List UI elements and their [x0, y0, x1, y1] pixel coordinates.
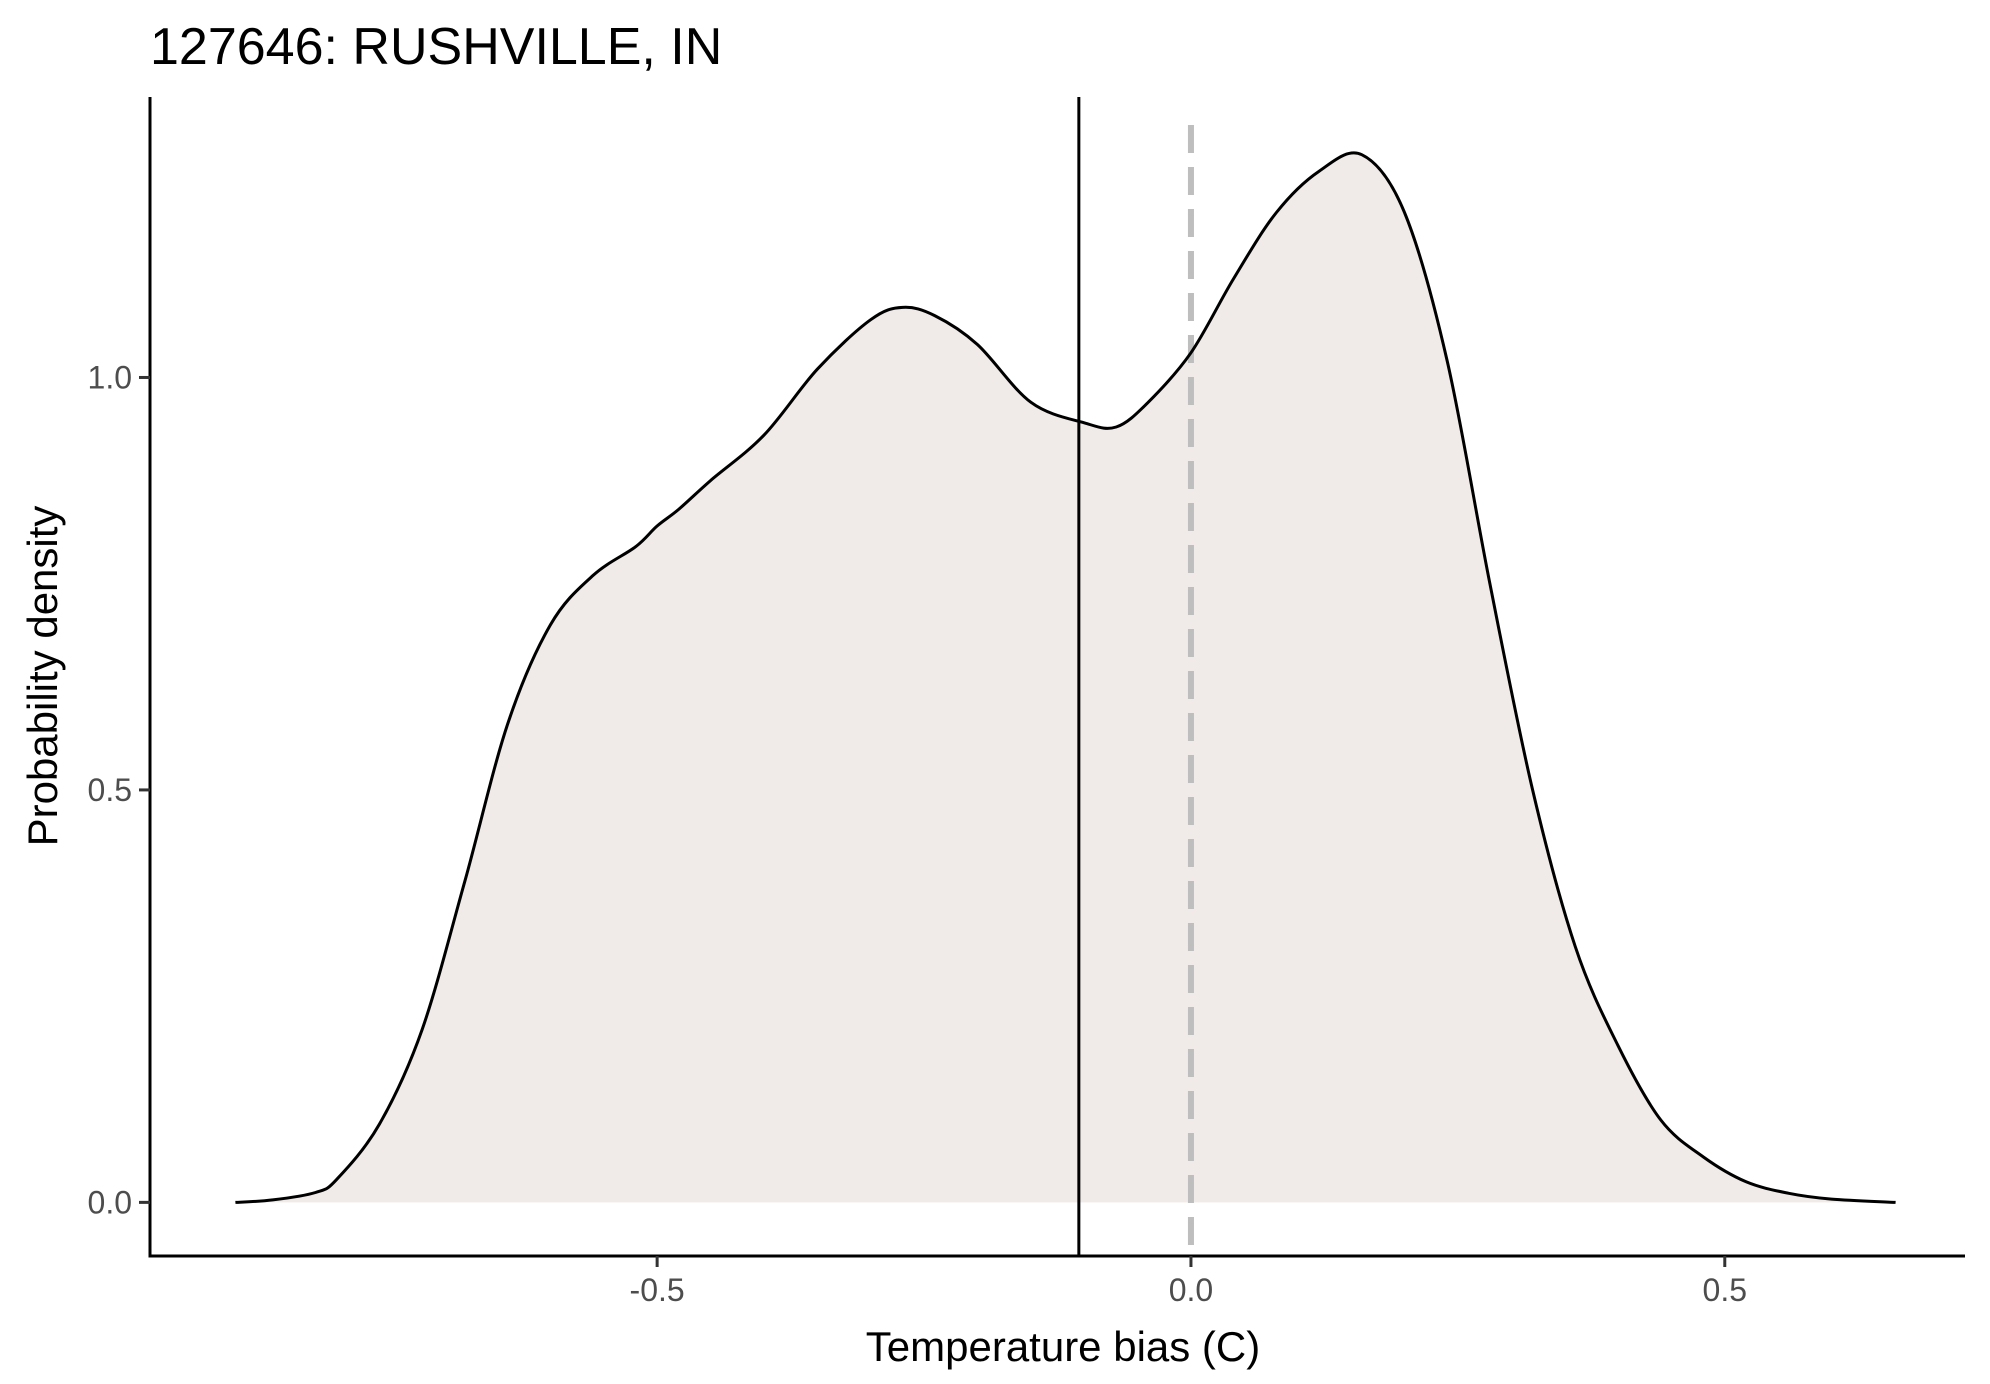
- x-axis-title: Temperature bias (C): [866, 1323, 1260, 1370]
- chart-title: 127646: RUSHVILLE, IN: [150, 18, 722, 76]
- y-axis-title: Probability density: [19, 506, 66, 847]
- y-tick-label: 0.0: [88, 1184, 132, 1220]
- y-tick-label: 1.0: [88, 359, 132, 395]
- x-tick-label: 0.5: [1703, 1272, 1747, 1308]
- plot-area: [235, 97, 1896, 1256]
- x-axis-ticks: -0.5 0.0 0.5: [630, 1256, 1747, 1308]
- density-area: [235, 152, 1896, 1203]
- x-tick-label: 0.0: [1169, 1272, 1213, 1308]
- density-curve: [235, 151, 1896, 1204]
- y-tick-label: 0.5: [88, 772, 132, 808]
- x-tick-label: -0.5: [630, 1272, 685, 1308]
- axes: [148, 97, 1965, 1258]
- y-axis-ticks: 0.0 0.5 1.0: [88, 359, 150, 1220]
